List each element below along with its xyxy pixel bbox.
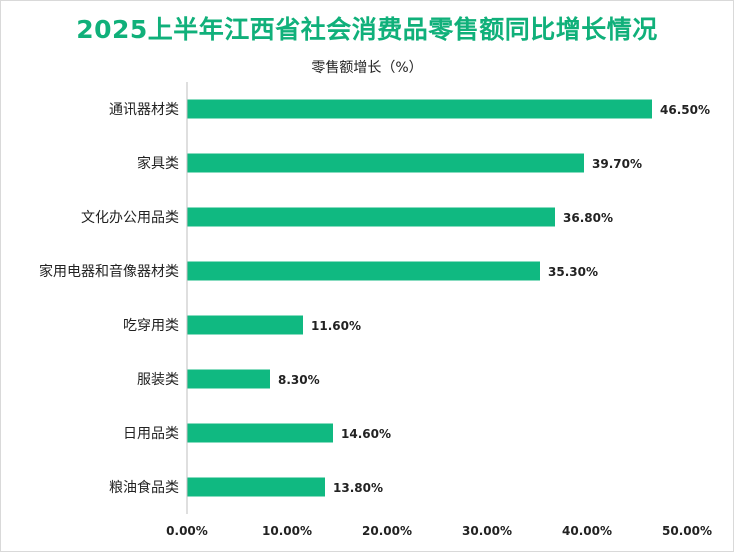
bars-group — [187, 99, 652, 497]
category-label-4: 吃穿用类 — [123, 318, 179, 334]
value-labels: 46.50% 39.70% 36.80% 35.30% 11.60% 8.30% 14.60… — [278, 103, 710, 495]
x-tick-label-2: 20.00% — [362, 524, 412, 538]
bar-0 — [187, 99, 652, 119]
bar-7 — [187, 477, 325, 497]
x-tick-label-3: 30.00% — [462, 524, 512, 538]
category-label-3: 家用电器和音像器材类 — [39, 263, 179, 280]
value-label-0: 46.50% — [660, 103, 710, 117]
value-label-1: 39.70% — [592, 157, 642, 171]
x-axis-ticks: 0.00% 10.00% 20.00% 30.00% 40.00% 50.00% — [166, 524, 712, 538]
category-label-1: 家具类 — [137, 155, 179, 172]
bar-5 — [187, 369, 270, 389]
x-tick-label-0: 0.00% — [166, 524, 208, 538]
category-label-2: 文化办公用品类 — [81, 210, 179, 226]
x-tick-label-4: 40.00% — [562, 524, 612, 538]
category-label-6: 日用品类 — [123, 426, 179, 442]
x-tick-label-5: 50.00% — [662, 524, 712, 538]
bar-1 — [187, 153, 584, 173]
chart-title: 2025上半年江西省社会消费品零售额同比增长情况 — [76, 15, 658, 44]
x-tick-label-1: 10.00% — [262, 524, 312, 538]
category-labels: 通讯器材类家具类文化办公用品类家用电器和音像器材类吃穿用类服装类日用品类粮油食品… — [39, 102, 179, 496]
value-label-6: 14.60% — [341, 427, 391, 441]
value-label-3: 35.30% — [548, 265, 598, 279]
bar-3 — [187, 261, 540, 281]
value-label-4: 11.60% — [311, 319, 361, 333]
value-label-7: 13.80% — [333, 481, 383, 495]
bar-2 — [187, 207, 555, 227]
category-label-0: 通讯器材类 — [109, 102, 179, 118]
bar-6 — [187, 423, 333, 443]
value-label-5: 8.30% — [278, 373, 320, 387]
bar-4 — [187, 315, 303, 335]
chart-series-label: 零售额增长（%） — [311, 60, 423, 76]
category-label-7: 粮油食品类 — [109, 479, 179, 496]
value-label-2: 36.80% — [563, 211, 613, 225]
category-label-5: 服装类 — [137, 372, 179, 388]
